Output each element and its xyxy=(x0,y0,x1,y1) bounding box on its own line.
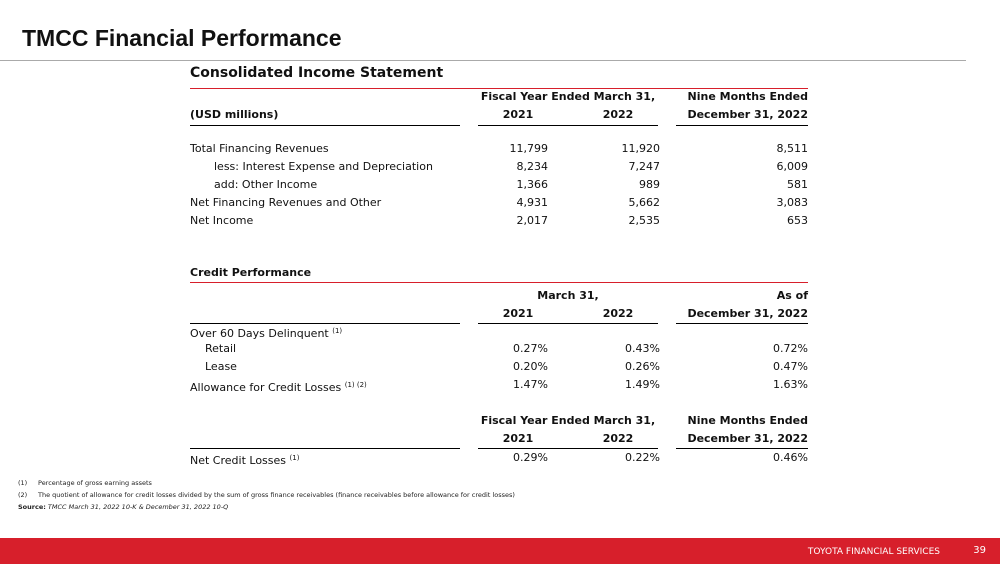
cell: 581 xyxy=(787,178,808,191)
header-rule xyxy=(676,323,808,324)
header-rule xyxy=(676,125,808,126)
cell: 0.29% xyxy=(513,451,548,464)
cell: 7,247 xyxy=(628,160,661,173)
column-header: 2021 xyxy=(502,307,534,320)
cell: 0.22% xyxy=(625,451,660,464)
column-header: 2022 xyxy=(602,432,634,445)
cell: 11,799 xyxy=(509,142,549,155)
footnote-text: Percentage of gross earning assets xyxy=(38,479,152,487)
cell: 1,366 xyxy=(516,178,549,191)
row-label: Net Credit Losses (1) xyxy=(190,451,299,468)
label-text: Net Credit Losses xyxy=(190,454,287,467)
row-label: Allowance for Credit Losses (1) (2) xyxy=(190,378,367,395)
cell: 0.26% xyxy=(625,360,660,373)
row-label: add: Other Income xyxy=(214,178,318,191)
column-header: 2021 xyxy=(502,432,534,445)
header-rule xyxy=(478,448,658,449)
cell: 0.20% xyxy=(513,360,548,373)
header-rule xyxy=(190,448,460,449)
cell: 8,511 xyxy=(776,142,809,155)
column-group-header: Fiscal Year Ended March 31, xyxy=(480,90,656,103)
row-label: Net Financing Revenues and Other xyxy=(190,196,382,209)
row-label: Total Financing Revenues xyxy=(190,142,329,155)
cell: 653 xyxy=(787,214,808,227)
column-group-header: Nine Months Ended xyxy=(687,414,808,427)
column-header: December 31, 2022 xyxy=(687,307,808,320)
header-rule xyxy=(478,323,658,324)
column-header: December 31, 2022 xyxy=(687,108,808,121)
cell: 0.43% xyxy=(625,342,660,355)
row-label: Over 60 Days Delinquent (1) xyxy=(190,324,342,341)
section-title: Consolidated Income Statement xyxy=(190,65,444,81)
column-group-header: March 31, xyxy=(537,289,599,302)
label-text: Allowance for Credit Losses xyxy=(190,381,342,394)
cell: 0.46% xyxy=(773,451,808,464)
cell: 2,017 xyxy=(516,214,549,227)
source: Source: TMCC March 31, 2022 10-K & Decem… xyxy=(18,503,228,511)
cell: 0.72% xyxy=(773,342,808,355)
footer-bar: TOYOTA FINANCIAL SERVICES 39 xyxy=(0,538,1000,564)
header-rule xyxy=(676,448,808,449)
footnote-marker: (1) xyxy=(18,479,28,487)
cell: 4,931 xyxy=(516,196,549,209)
section-title: Credit Performance xyxy=(190,266,312,279)
section-rule xyxy=(190,88,808,89)
slide-title: TMCC Financial Performance xyxy=(22,25,342,51)
source-label: Source: xyxy=(18,503,46,511)
title-rule xyxy=(0,60,966,61)
cell: 5,662 xyxy=(628,196,661,209)
footnote: (2) The quotient of allowance for credit … xyxy=(18,491,515,499)
row-label: less: Interest Expense and Depreciation xyxy=(214,160,433,173)
cell: 1.49% xyxy=(625,378,660,391)
header-rule xyxy=(190,323,460,324)
column-header: 2021 xyxy=(502,108,534,121)
cell: 1.63% xyxy=(773,378,808,391)
label-text: Over 60 Days Delinquent xyxy=(190,327,329,340)
footnote-marker: (2) xyxy=(18,491,28,499)
cell: 6,009 xyxy=(776,160,809,173)
page-number: 39 xyxy=(973,545,986,556)
footnote-ref: (1) (2) xyxy=(344,381,367,389)
cell: 3,083 xyxy=(776,196,809,209)
column-group-header: Fiscal Year Ended March 31, xyxy=(480,414,656,427)
cell: 2,535 xyxy=(628,214,661,227)
header-rule xyxy=(478,125,658,126)
cell: 1.47% xyxy=(513,378,548,391)
column-header: 2022 xyxy=(602,108,634,121)
cell: 0.27% xyxy=(513,342,548,355)
column-header: 2022 xyxy=(602,307,634,320)
footnote-ref: (1) xyxy=(332,327,343,335)
row-label: Net Income xyxy=(190,214,254,227)
section-rule xyxy=(190,282,808,283)
source-text: TMCC March 31, 2022 10-K & December 31, … xyxy=(47,503,229,511)
footnote-ref: (1) xyxy=(289,454,300,462)
cell: 0.47% xyxy=(773,360,808,373)
footnote-text: The quotient of allowance for credit los… xyxy=(38,491,515,499)
column-group-header: As of xyxy=(776,289,808,302)
footnote: (1) Percentage of gross earning assets xyxy=(18,479,152,487)
unit-label: (USD millions) xyxy=(190,108,279,121)
column-header: December 31, 2022 xyxy=(687,432,808,445)
cell: 8,234 xyxy=(516,160,549,173)
column-group-header: Nine Months Ended xyxy=(687,90,808,103)
cell: 11,920 xyxy=(621,142,661,155)
row-label: Retail xyxy=(205,342,237,355)
footer-brand: TOYOTA FINANCIAL SERVICES xyxy=(807,547,940,557)
cell: 989 xyxy=(639,178,660,191)
header-rule xyxy=(190,125,460,126)
row-label: Lease xyxy=(205,360,237,373)
